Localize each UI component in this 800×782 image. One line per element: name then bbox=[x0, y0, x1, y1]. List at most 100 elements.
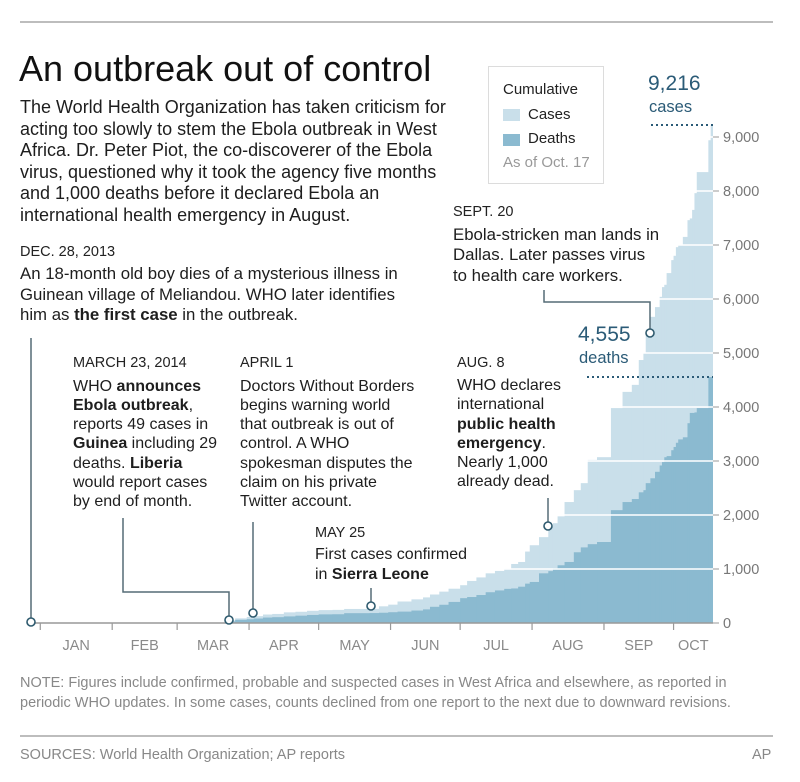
deaths-step bbox=[587, 544, 598, 623]
text-segment: him as bbox=[20, 305, 75, 324]
credit-text: AP bbox=[752, 747, 772, 763]
event-description: WHO announces Ebola outbreak, reports 49 c… bbox=[73, 377, 217, 512]
deaths-step bbox=[564, 561, 575, 623]
deaths-step bbox=[638, 492, 645, 623]
text-line: by end of month. bbox=[73, 492, 217, 511]
text-segment: virus, questioned why it took the agency… bbox=[20, 161, 437, 182]
text-line: virus, questioned why it took the agency… bbox=[20, 162, 446, 184]
text-line: in Sierra Leone bbox=[315, 565, 467, 584]
x-tick-label: MAR bbox=[197, 638, 229, 654]
legend-label-deaths: Deaths bbox=[528, 130, 576, 147]
cases-step bbox=[678, 245, 684, 623]
text-line: claim on his private bbox=[240, 473, 414, 492]
top-rule bbox=[20, 21, 773, 23]
cases-total-label: cases bbox=[649, 98, 693, 116]
deaths-step bbox=[272, 617, 285, 623]
note-text: NOTE: Figures include confirmed, probabl… bbox=[20, 673, 731, 713]
event-date: MARCH 23, 2014 bbox=[73, 355, 187, 371]
deaths-step bbox=[504, 588, 512, 623]
bottom-rule bbox=[20, 735, 773, 737]
y-tick-label: 0 bbox=[723, 616, 731, 632]
deaths-step bbox=[682, 437, 689, 623]
text-line: control. A WHO bbox=[240, 434, 414, 453]
deaths-step bbox=[548, 571, 554, 623]
deaths-step bbox=[529, 581, 540, 623]
text-line: An 18-month old boy dies of a mysterious… bbox=[20, 264, 398, 285]
event-dot-aug8 bbox=[543, 521, 553, 531]
sources-text: SOURCES: World Health Organization; AP r… bbox=[20, 747, 346, 763]
event-description: An 18-month old boy dies of a mysterious… bbox=[20, 264, 398, 326]
text-segment: acting too slowly to stem the Ebola outb… bbox=[20, 118, 437, 139]
deaths-step bbox=[580, 547, 589, 623]
event-dot-apr1 bbox=[248, 608, 258, 618]
deaths-step bbox=[253, 618, 264, 623]
deaths-step bbox=[643, 490, 647, 623]
deaths-step bbox=[460, 598, 468, 623]
event-sep20: SEPT. 20 Ebola-stricken man lands in Dall… bbox=[453, 203, 659, 286]
text-segment: claim on his private bbox=[240, 473, 377, 491]
deaths-step bbox=[687, 423, 691, 623]
deaths-step bbox=[344, 613, 371, 623]
text-line: Twitter account. bbox=[240, 492, 414, 511]
text-line: public health bbox=[457, 415, 561, 434]
deaths-step bbox=[552, 568, 559, 623]
deaths-step bbox=[429, 606, 440, 623]
deaths-step bbox=[525, 583, 531, 623]
page-title: An outbreak out of control bbox=[19, 48, 432, 89]
cases-step bbox=[650, 316, 656, 623]
text-segment: including 29 bbox=[127, 435, 218, 453]
deaths-step bbox=[283, 616, 297, 623]
deaths-step bbox=[439, 604, 450, 623]
x-tick-label: MAY bbox=[339, 638, 370, 654]
event-date: SEPT. 20 bbox=[453, 204, 514, 220]
cases-step bbox=[687, 220, 691, 623]
text-segment: and 1,000 deaths before it declared Ebol… bbox=[20, 183, 380, 203]
leader-line-sep20 bbox=[543, 290, 651, 329]
y-tick-label: 2,000 bbox=[723, 508, 759, 524]
cases-step bbox=[655, 307, 661, 623]
x-tick-label: APR bbox=[269, 638, 299, 654]
deaths-step bbox=[692, 412, 696, 623]
bold-text: Ebola outbreak bbox=[73, 396, 189, 414]
text-line: reports 49 cases in bbox=[73, 415, 217, 434]
text-segment: by end of month. bbox=[73, 493, 193, 511]
deaths-step bbox=[655, 471, 661, 623]
text-segment: control. A WHO bbox=[240, 435, 350, 453]
deaths-step bbox=[448, 601, 461, 623]
legend-swatch-cases bbox=[503, 109, 520, 121]
event-dec28: DEC. 28, 2013 An 18-month old boy dies o… bbox=[20, 243, 398, 326]
event-date: APRIL 1 bbox=[240, 355, 294, 371]
text-segment: deaths. bbox=[73, 454, 130, 472]
event-description: First cases confirmed in Sierra Leone bbox=[315, 545, 467, 584]
cases-step bbox=[682, 236, 689, 623]
text-segment: First cases confirmed bbox=[315, 546, 468, 564]
deaths-step bbox=[597, 542, 612, 623]
event-description: WHO declares international public health em… bbox=[457, 376, 561, 492]
text-line: WHO declares bbox=[457, 376, 561, 395]
deaths-step bbox=[307, 614, 320, 623]
text-segment: Africa. Dr. Peter Piot, the co-discovere… bbox=[20, 140, 433, 160]
bold-text: emergency bbox=[457, 434, 542, 452]
text-line: Doctors Without Borders bbox=[240, 377, 414, 396]
deaths-step bbox=[659, 465, 663, 623]
text-segment: already dead. bbox=[457, 473, 554, 491]
cases-step bbox=[675, 247, 679, 623]
text-line: Ebola outbreak, bbox=[73, 396, 217, 415]
text-segment: in bbox=[315, 565, 332, 583]
text-segment: Guinean village of Meliandou. WHO later … bbox=[20, 284, 395, 304]
text-line: First cases confirmed bbox=[315, 545, 467, 564]
deaths-step bbox=[710, 377, 713, 623]
deaths-step bbox=[518, 586, 526, 623]
text-segment: Doctors Without Borders bbox=[240, 377, 415, 395]
deaths-step bbox=[246, 619, 255, 623]
text-segment: Ebola-stricken man lands in bbox=[453, 224, 660, 244]
text-segment: to health care workers. bbox=[453, 265, 623, 285]
text-segment: , bbox=[188, 396, 194, 414]
deaths-step bbox=[573, 552, 582, 623]
intro-text: The World Health Organization has taken … bbox=[20, 97, 446, 226]
text-segment: . bbox=[541, 434, 546, 452]
event-description: Ebola-stricken man lands in Dallas. Later… bbox=[453, 225, 659, 287]
cases-step bbox=[638, 360, 645, 623]
text-line: Ebola-stricken man lands in bbox=[453, 225, 659, 246]
legend-swatch-deaths bbox=[503, 134, 520, 146]
